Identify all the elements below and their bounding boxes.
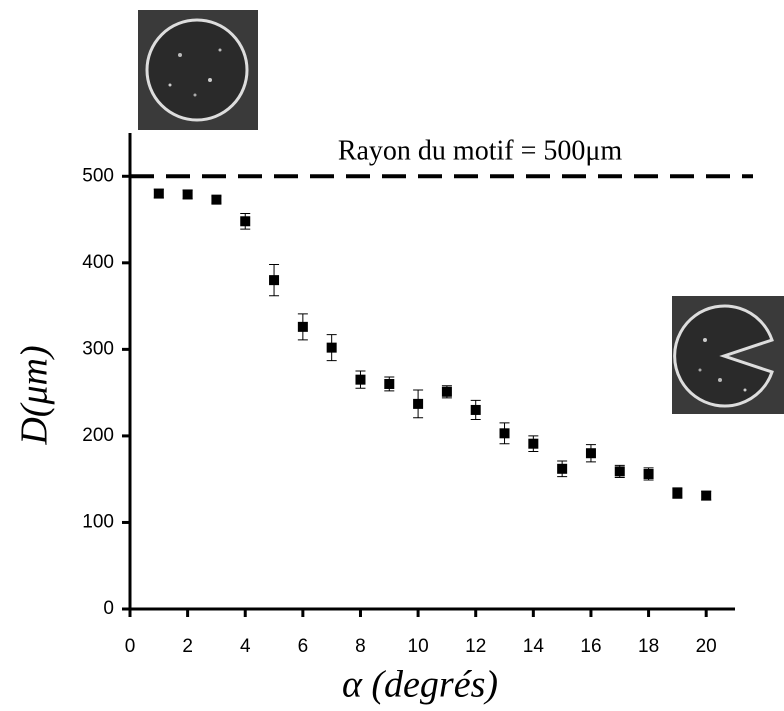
y-axis-label: D(μm) (14, 345, 56, 445)
point (643, 468, 654, 479)
x-tick-label: 20 (696, 636, 717, 657)
x-tick-label: 10 (408, 636, 429, 657)
annotation: Rayon du motif = 500μm (338, 135, 623, 166)
x-axis-label: α (degrés) (342, 664, 498, 706)
x-tick-label: 8 (355, 636, 366, 657)
y-tick-label: 500 (82, 165, 114, 186)
inset-image-circle (138, 10, 258, 130)
x-tick-label: 16 (580, 636, 601, 657)
point (499, 428, 510, 439)
x-tick-label: 18 (638, 636, 659, 657)
point (557, 463, 568, 474)
point (701, 490, 712, 501)
point (614, 466, 625, 477)
x-tick-label: 0 (125, 636, 136, 657)
x-tick-label: 4 (240, 636, 251, 657)
point (470, 404, 481, 415)
x-tick-label: 12 (465, 636, 486, 657)
inset-image-pacman (672, 296, 784, 414)
point (585, 448, 596, 459)
point (441, 386, 452, 397)
x-tick-label: 6 (298, 636, 309, 657)
y-tick-label: 0 (103, 598, 114, 619)
point (413, 398, 424, 409)
point (672, 488, 683, 499)
point (211, 194, 222, 205)
point (326, 342, 337, 353)
point (153, 188, 164, 199)
y-tick-label: 200 (82, 425, 114, 446)
point (269, 275, 280, 286)
x-tick-label: 14 (523, 636, 545, 657)
point (240, 216, 251, 227)
y-tick-label: 400 (82, 252, 114, 273)
point (528, 438, 539, 449)
point (384, 378, 395, 389)
y-tick-label: 300 (82, 338, 114, 359)
point (182, 189, 193, 200)
point (297, 321, 308, 332)
point (355, 374, 366, 385)
y-tick-label: 100 (82, 511, 114, 532)
x-tick-label: 2 (182, 636, 193, 657)
